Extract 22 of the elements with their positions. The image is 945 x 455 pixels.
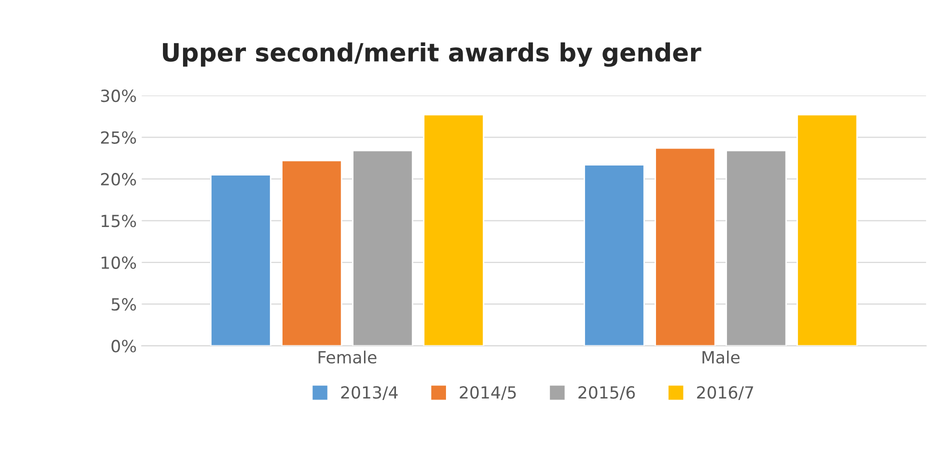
- bar: [584, 164, 645, 346]
- bar: [281, 160, 342, 346]
- bar: [423, 114, 484, 346]
- x-tick-label: Female: [318, 350, 376, 364]
- y-tick-label: 10%: [102, 256, 136, 269]
- bar: [796, 114, 858, 346]
- y-tick-label: 0%: [112, 340, 136, 352]
- legend-label: 2015/6: [578, 386, 635, 400]
- y-tick-label: 30%: [101, 90, 136, 102]
- y-tick-label: 20%: [101, 172, 136, 186]
- bar: [654, 147, 716, 346]
- legend-label: 2014/5: [460, 386, 516, 400]
- x-tick-label: Male: [702, 350, 740, 364]
- y-tick-label: 25%: [101, 131, 136, 144]
- chart-title: Upper second/merit awards by gender: [162, 42, 702, 67]
- legend-label: 2013/4: [341, 386, 398, 400]
- legend-label: 2016/7: [697, 386, 754, 400]
- y-tick-label: 5%: [112, 298, 136, 311]
- bar: [726, 150, 787, 346]
- bar: [210, 174, 272, 346]
- bar: [352, 150, 414, 346]
- y-tick-label: 15%: [102, 214, 136, 228]
